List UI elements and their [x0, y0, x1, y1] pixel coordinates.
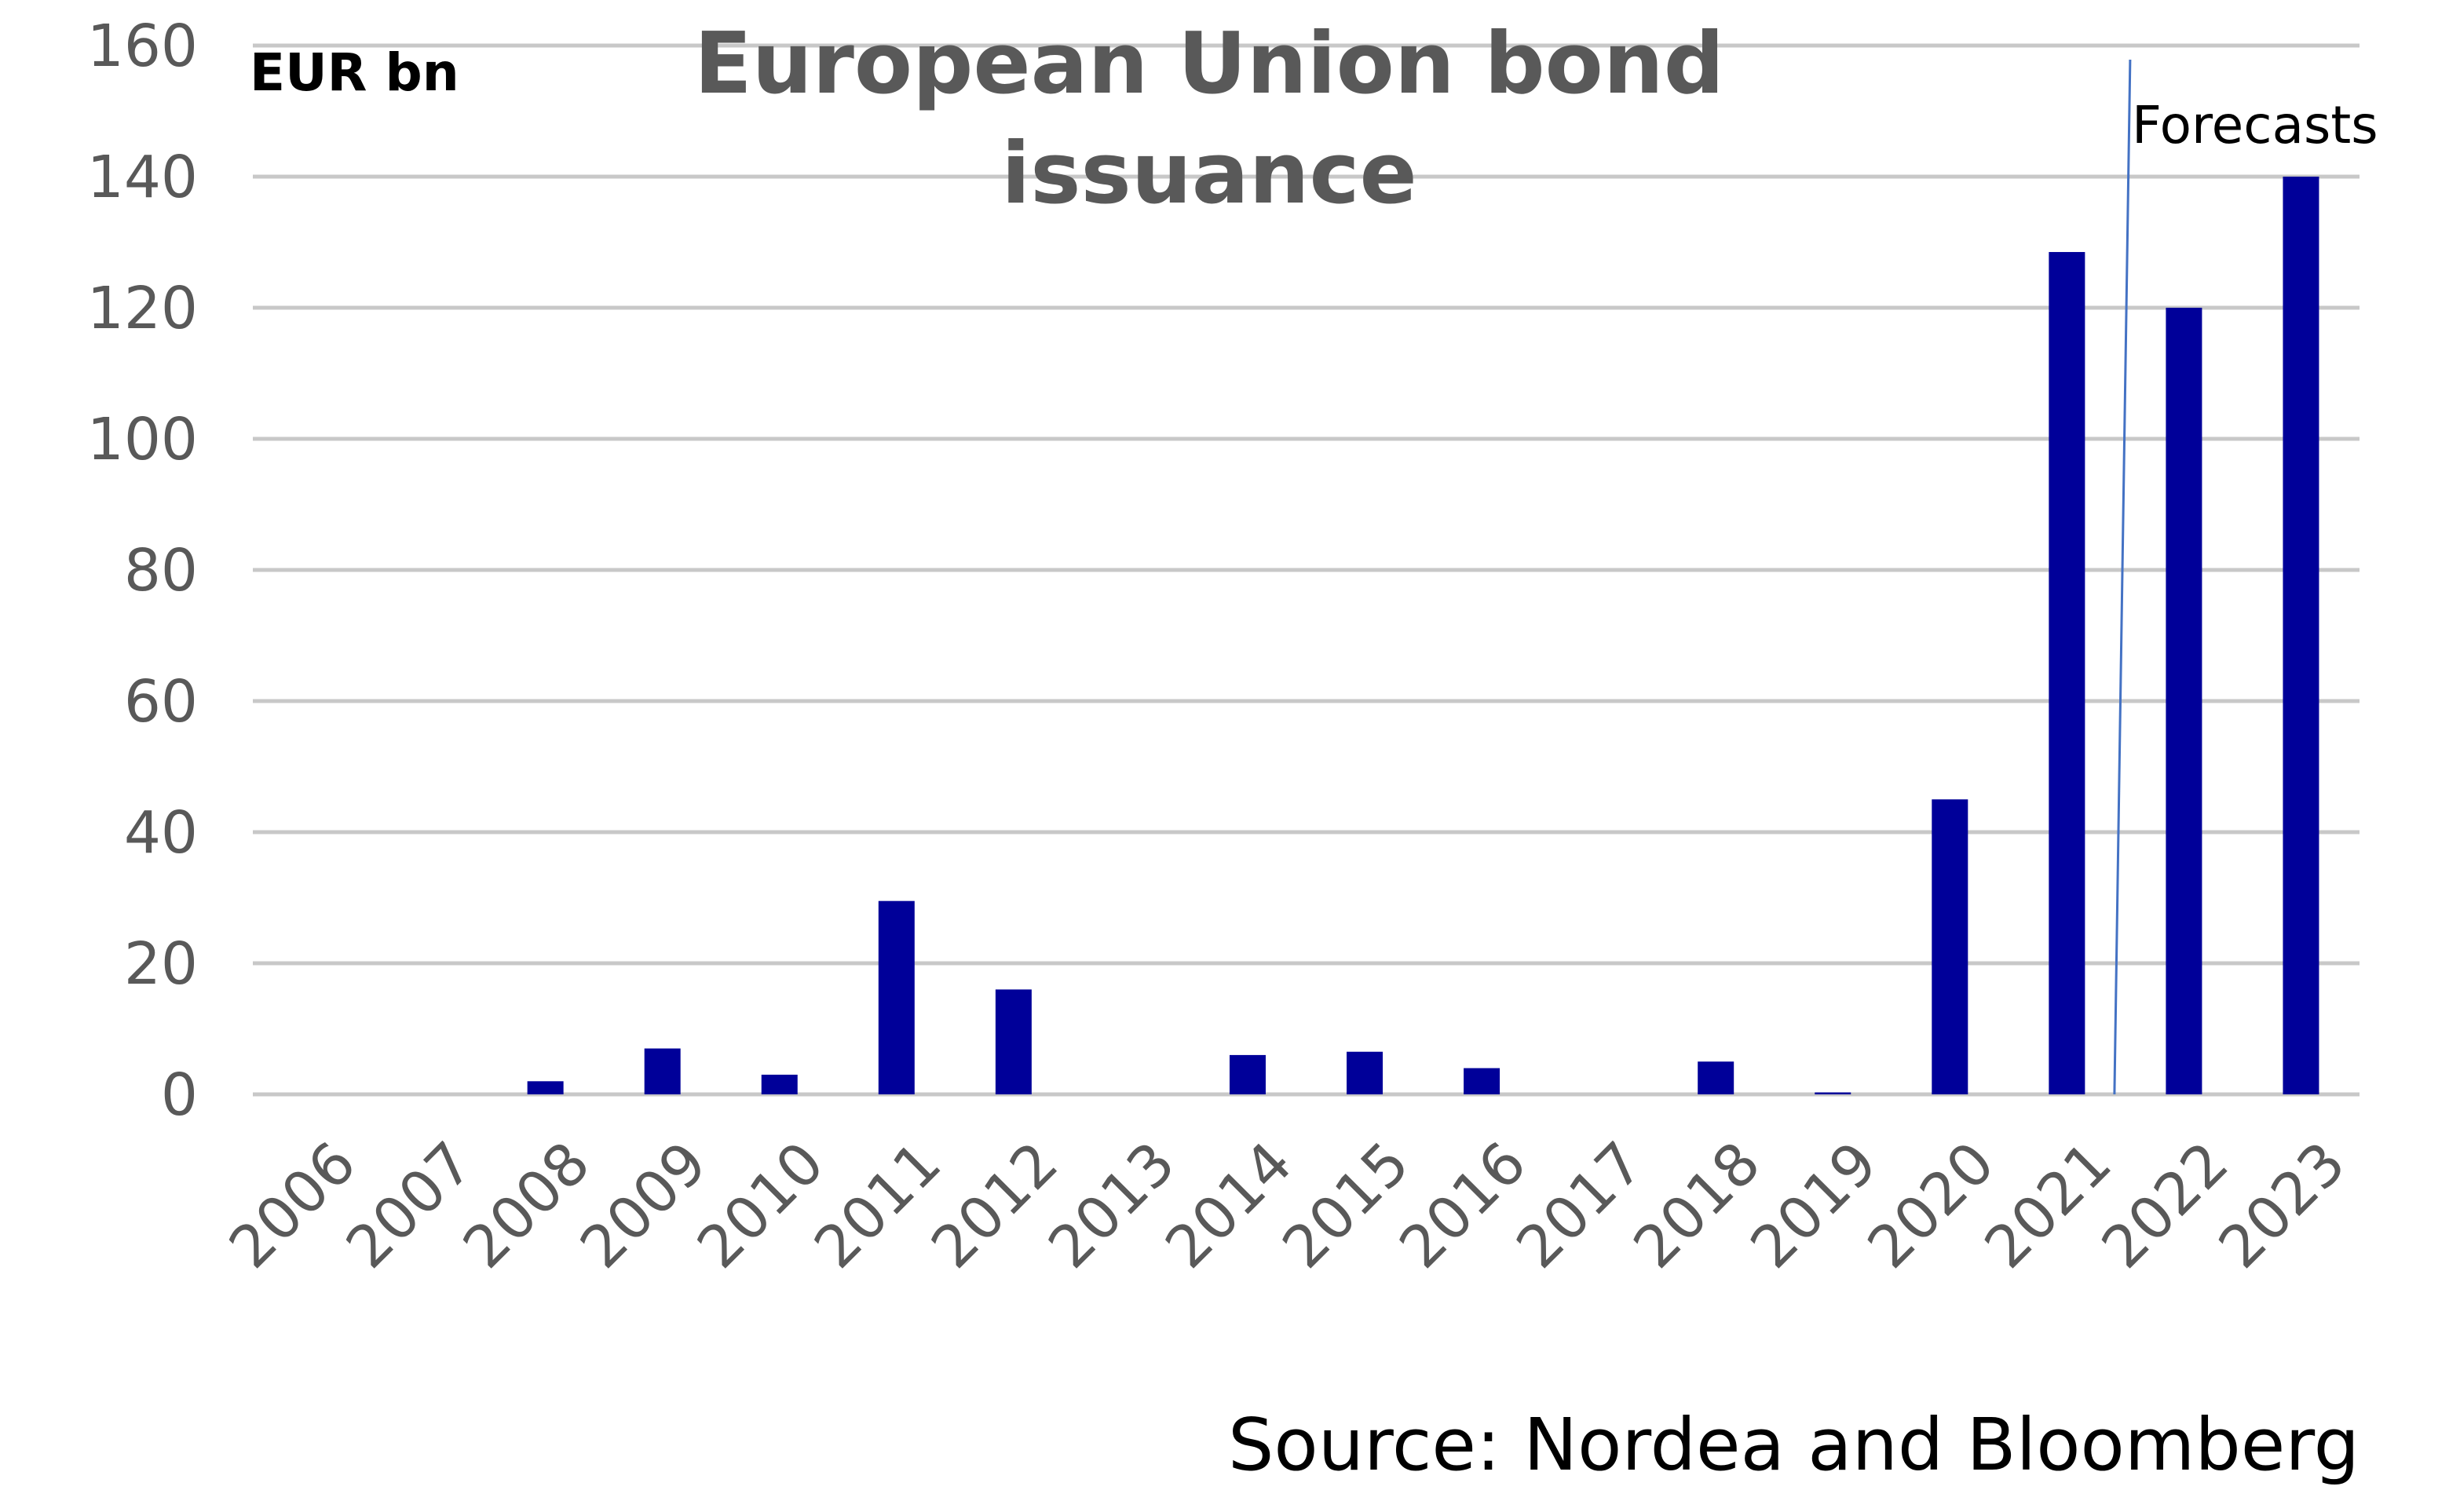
bar-2012 [995, 989, 1032, 1094]
bar-2019 [1815, 1092, 1851, 1094]
x-tick-label: 2021 [1972, 1129, 2125, 1281]
x-tick-label: 2014 [1153, 1129, 1305, 1281]
y-tick-label: 60 [124, 668, 198, 736]
source-note: Source: Nordea and Bloomberg [1228, 1403, 2359, 1487]
bar-2014 [1229, 1054, 1266, 1094]
bar-2018 [1698, 1061, 1734, 1094]
x-tick-label: 2017 [1504, 1129, 1656, 1281]
y-tick-label: 140 [87, 144, 198, 211]
x-tick-label: 2010 [685, 1129, 837, 1281]
x-tick-label: 2008 [451, 1129, 603, 1281]
bar-2021 [2049, 252, 2085, 1094]
y-tick-label: 120 [87, 275, 198, 342]
chart-title-line-2: issuance [1001, 125, 1417, 223]
x-tick-label: 2020 [1855, 1129, 2008, 1281]
bars [527, 177, 2319, 1094]
chart-title-line-1: European Union bond [694, 15, 1724, 113]
bar-2011 [878, 900, 915, 1094]
x-tick-label: 2015 [1270, 1129, 1422, 1281]
x-tick-label: 2023 [2206, 1129, 2359, 1281]
x-tick-label: 2012 [919, 1129, 1071, 1281]
y-tick-label: 0 [161, 1061, 198, 1129]
unit-label: EUR bn [250, 42, 459, 103]
bar-2023 [2283, 177, 2319, 1094]
y-tick-label: 100 [87, 406, 198, 473]
forecast-marker [2113, 59, 2132, 1095]
x-tick-label: 2013 [1036, 1129, 1188, 1281]
bar-2010 [761, 1074, 798, 1094]
forecast-divider-line [2113, 59, 2132, 1095]
x-tick-label: 2018 [1621, 1129, 1773, 1281]
y-tick-label: 20 [124, 930, 198, 998]
gridlines [253, 43, 2359, 1097]
y-tick-label: 160 [87, 13, 198, 80]
x-tick-label: 2006 [217, 1129, 369, 1281]
x-tick-label: 2019 [1738, 1129, 1890, 1281]
y-tick-label: 40 [124, 799, 198, 867]
y-axis-ticks: 0 20 40 60 80 100 120 140 160 [87, 13, 198, 1129]
x-tick-label: 2011 [802, 1129, 954, 1281]
bar-2008 [527, 1081, 564, 1094]
y-tick-label: 80 [124, 537, 198, 604]
x-tick-label: 2022 [2089, 1129, 2242, 1281]
x-axis-ticks: 2006200720082009201020112012201320142015… [217, 1129, 2359, 1281]
bar-2009 [644, 1048, 681, 1094]
x-tick-label: 2016 [1387, 1129, 1539, 1281]
bar-2016 [1464, 1068, 1500, 1094]
bar-2015 [1347, 1051, 1384, 1094]
x-tick-label: 2007 [334, 1129, 486, 1281]
bar-2022 [2166, 308, 2202, 1094]
x-tick-label: 2009 [568, 1129, 720, 1281]
forecasts-annotation: Forecasts [2132, 95, 2378, 155]
bar-2020 [1932, 799, 1968, 1094]
